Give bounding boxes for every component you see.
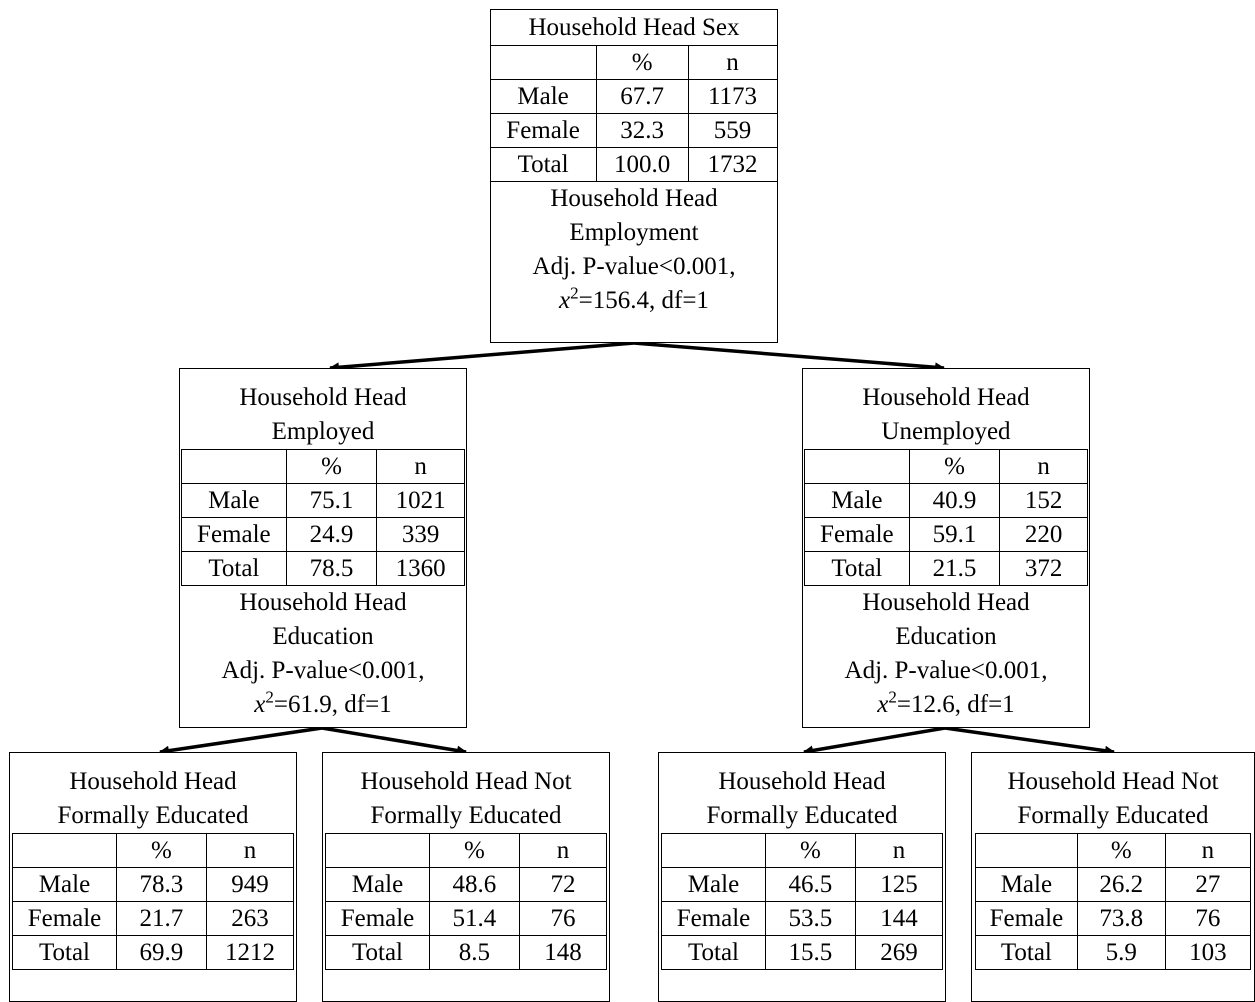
table-row: Total 15.5 269 [661, 935, 944, 970]
table-header-row: % n [181, 449, 465, 484]
table-header-row: % n [975, 833, 1252, 868]
node-table: % n Male 48.6 72 Female 51.4 76 Total 8.5 148 [325, 833, 608, 970]
root-node-household-head-sex: Household Head Sex % n Male 67.7 1173 Femal… [489, 9, 778, 343]
node-unemployed: Household Head Unemployed % n Male 40.9 152… [802, 368, 1090, 728]
table-row: Female 24.9 339 [181, 517, 465, 552]
node-title: Household Head Unemployed [862, 384, 1030, 445]
edge-employed-not-educated [321, 726, 467, 756]
node-employed: Household Head Employed % n Male 75.1 1021 … [179, 368, 467, 728]
node-table: % n Male 67.7 1173 Female 32.3 559 Total 100.0… [489, 45, 778, 182]
node-table: % n Male 40.9 152 Female 59.1 220 Total 21.5 37… [804, 449, 1088, 586]
table-row: Male 40.9 152 [804, 483, 1088, 518]
table-header-row: % n [325, 833, 608, 868]
table-row: Male 75.1 1021 [181, 483, 465, 518]
table-row: Male 26.2 27 [975, 867, 1252, 902]
node-employed-formally-educated: Household Head Formally Educated % n Male… [9, 752, 297, 1002]
table-row: Female 21.7 263 [12, 901, 295, 936]
node-title: Household Head Employed [239, 384, 407, 445]
table-row: Female 73.8 76 [975, 901, 1252, 936]
table-row: Male 67.7 1173 [489, 79, 778, 114]
chi-square-stat: x2=61.9, df=1 [254, 687, 392, 718]
table-header-row: % n [489, 45, 778, 80]
table-header-row: % n [804, 449, 1088, 484]
node-title: Household Head Formally Educated [706, 768, 898, 829]
node-title: Household Head Not Formally Educated [1007, 768, 1219, 829]
node-employed-not-formally-educated: Household Head Not Formally Educated % n … [322, 752, 610, 1002]
node-split-info: Household Head Education Adj. P-value<0.… [803, 586, 1089, 722]
table-row: Total 21.5 372 [804, 551, 1088, 586]
node-unemployed-formally-educated: Household Head Formally Educated % n Male… [658, 752, 946, 1002]
edge-unemployed-educated [803, 726, 946, 756]
node-table: % n Male 26.2 27 Female 73.8 76 Total 5.9 103 [975, 833, 1252, 970]
node-title: Household Head Not Formally Educated [360, 768, 572, 829]
edge-root-unemployed [633, 341, 945, 373]
node-table: % n Male 75.1 1021 Female 24.9 339 Total 78.5 1… [181, 449, 465, 586]
chi-square-stat: x2=156.4, df=1 [559, 283, 709, 314]
table-row: Female 51.4 76 [325, 901, 608, 936]
table-row: Female 32.3 559 [489, 113, 778, 148]
node-unemployed-not-formally-educated: Household Head Not Formally Educated % n … [971, 752, 1255, 1002]
edge-root-employed [329, 341, 635, 373]
table-row: Total 78.5 1360 [181, 551, 465, 586]
table-header-row: % n [12, 833, 295, 868]
node-split-info: Household Head Education Adj. P-value<0.… [180, 586, 466, 722]
table-row: Female 53.5 144 [661, 901, 944, 936]
table-row: Total 5.9 103 [975, 935, 1252, 970]
edge-employed-educated [159, 726, 323, 756]
table-row: Male 46.5 125 [661, 867, 944, 902]
table-row: Female 59.1 220 [804, 517, 1088, 552]
node-split-info: Household Head Employment Adj. P-value<0… [491, 182, 777, 318]
table-row: Male 78.3 949 [12, 867, 295, 902]
chi-square-stat: x2=12.6, df=1 [877, 687, 1015, 718]
node-table: % n Male 78.3 949 Female 21.7 263 Total 69.9 12… [12, 833, 295, 970]
node-title: Household Head Formally Educated [57, 768, 249, 829]
table-row: Total 8.5 148 [325, 935, 608, 970]
table-row: Total 69.9 1212 [12, 935, 295, 970]
table-row: Total 100.0 1732 [489, 147, 778, 182]
edge-unemployed-not-educated [944, 726, 1115, 756]
table-row: Male 48.6 72 [325, 867, 608, 902]
node-table: % n Male 46.5 125 Female 53.5 144 Total 15.5 26… [661, 833, 944, 970]
node-title: Household Head Sex [528, 14, 740, 41]
table-header-row: % n [661, 833, 944, 868]
